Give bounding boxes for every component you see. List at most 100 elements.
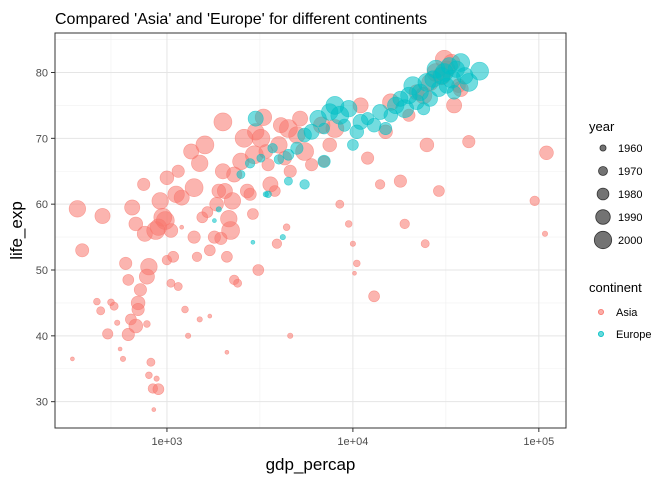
data-point: [541, 230, 548, 237]
size-legend-label: 2000: [618, 235, 642, 247]
color-legend-title: continent: [589, 280, 642, 295]
data-point: [124, 199, 141, 216]
data-point: [539, 145, 554, 161]
data-point: [167, 250, 179, 263]
data-point: [96, 306, 106, 316]
data-point: [299, 179, 310, 190]
data-point: [224, 349, 230, 355]
data-point: [353, 259, 361, 268]
data-point: [131, 302, 145, 316]
data-point: [375, 179, 386, 190]
color-legend-label: Asia: [616, 307, 638, 319]
data-point: [335, 199, 345, 209]
data-point: [283, 164, 297, 178]
data-point: [256, 153, 266, 163]
data-point: [151, 407, 157, 412]
data-point: [128, 318, 144, 334]
data-point: [446, 85, 462, 100]
y-tick-label: 60: [36, 199, 48, 211]
data-point: [243, 187, 257, 201]
data-point: [322, 137, 337, 153]
data-point: [184, 178, 204, 197]
y-tick-label: 80: [36, 68, 48, 80]
data-point: [68, 200, 86, 218]
data-point: [352, 270, 357, 276]
data-point: [146, 357, 156, 367]
data-point: [347, 139, 359, 151]
data-point: [349, 240, 356, 247]
x-axis-title: gdp_percap: [266, 455, 356, 474]
size-legend-key: [595, 209, 611, 225]
data-point: [264, 190, 272, 199]
y-tick-label: 30: [36, 397, 48, 409]
data-point: [153, 375, 160, 382]
color-legend-label: Europe: [616, 329, 651, 341]
size-legend-key: [593, 230, 613, 250]
data-point: [273, 154, 285, 165]
data-point: [393, 174, 407, 188]
series-asia: [68, 49, 554, 412]
data-point: [399, 218, 410, 229]
data-point: [215, 206, 222, 213]
data-point: [181, 305, 189, 314]
color-legend: continent Asia Europe: [589, 280, 651, 341]
x-tick-label: 1e+03: [151, 436, 182, 448]
data-point: [433, 185, 445, 197]
data-point: [283, 176, 293, 186]
data-point: [128, 216, 144, 232]
data-point: [446, 97, 462, 114]
size-legend: year 1960 1970 1980 1990 2000: [589, 119, 642, 250]
plot-border: [54, 32, 567, 429]
x-tick-label: 1e+04: [337, 436, 368, 448]
data-point: [233, 278, 242, 288]
data-point: [282, 149, 295, 161]
data-point: [261, 158, 275, 172]
data-point: [94, 208, 111, 224]
color-legend-key: [598, 330, 605, 337]
size-legend-label: 1970: [618, 166, 642, 178]
data-point: [201, 206, 214, 218]
data-point: [159, 170, 175, 186]
data-point: [152, 383, 165, 396]
data-point: [196, 316, 203, 323]
data-point: [120, 355, 127, 362]
data-point: [173, 282, 183, 291]
data-point: [212, 218, 217, 223]
data-point: [187, 230, 201, 244]
data-point: [317, 154, 331, 168]
data-point: [122, 274, 135, 286]
data-point: [204, 244, 216, 257]
data-point: [171, 164, 185, 178]
y-axis-title: life_exp: [7, 201, 26, 260]
data-point: [318, 122, 330, 135]
x-axis: 1e+03 1e+04 1e+05: [151, 428, 554, 448]
data-point: [290, 141, 304, 155]
data-point: [379, 122, 393, 136]
data-point: [179, 224, 184, 230]
data-point: [221, 221, 240, 240]
data-point: [419, 137, 435, 153]
data-point: [151, 192, 169, 210]
data-point: [137, 177, 151, 191]
data-point: [287, 332, 294, 339]
data-point: [250, 240, 256, 245]
data-point: [140, 258, 158, 276]
data-point: [221, 250, 233, 263]
data-point: [247, 208, 259, 220]
data-point: [282, 223, 291, 231]
y-tick-label: 40: [36, 331, 48, 343]
data-point: [368, 290, 380, 303]
data-point: [173, 189, 190, 206]
data-point: [109, 301, 119, 311]
data-point: [166, 278, 176, 288]
data-points: [68, 49, 554, 412]
data-point: [117, 346, 123, 352]
data-point: [185, 332, 192, 339]
size-legend-label: 1980: [618, 189, 642, 201]
size-legend-key: [596, 187, 610, 201]
data-point: [195, 135, 215, 155]
data-point: [245, 158, 256, 169]
color-legend-key: [598, 308, 605, 315]
data-point: [75, 243, 90, 258]
size-legend-key: [599, 144, 607, 152]
